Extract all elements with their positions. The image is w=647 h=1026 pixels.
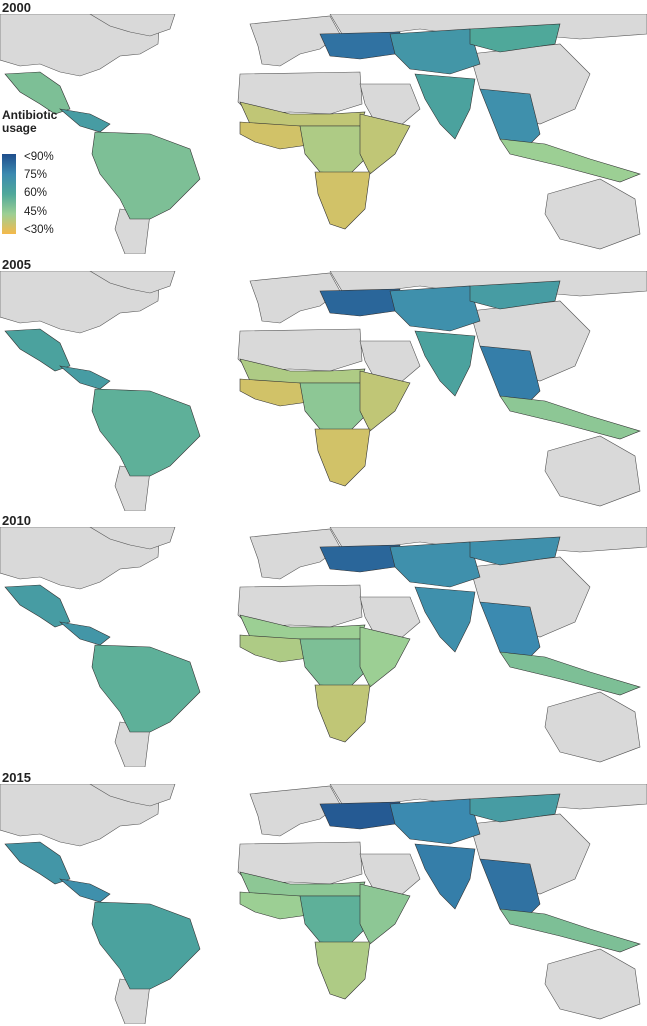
no-data-region-saharaN: [237, 841, 363, 885]
region-indonesia: [499, 908, 641, 953]
region-europe-east: [319, 31, 401, 60]
region-south-asia: [414, 73, 476, 140]
region-south-america: [91, 901, 201, 990]
region-southern-africa: [314, 171, 371, 230]
no-data-region-australia: [544, 435, 641, 507]
region-mexico: [4, 328, 71, 372]
legend-color-bar: [2, 154, 16, 234]
world-map: [0, 784, 647, 1024]
region-mongolia: [469, 280, 561, 310]
region-mexico: [4, 841, 71, 885]
region-east-africa: [359, 113, 411, 175]
region-east-africa: [359, 626, 411, 688]
region-east-africa: [359, 370, 411, 432]
legend-label-90: <90%: [24, 151, 54, 163]
region-southern-africa: [314, 684, 371, 743]
legend: Antibiotic usage <90% 75% 60% 45% <30%: [0, 109, 90, 244]
no-data-region-europe: [249, 15, 341, 67]
region-central-africa: [299, 895, 371, 945]
map-panel-2010: 2010: [0, 513, 647, 769]
no-data-region-northAmerica: [0, 527, 161, 590]
legend-title: Antibiotic usage: [2, 109, 57, 135]
region-indonesia: [499, 651, 641, 696]
no-data-region-saharaN: [237, 328, 363, 372]
region-central-asia: [389, 541, 481, 588]
panel-year-label: 2015: [2, 770, 31, 785]
map-panel-2015: 2015: [0, 770, 647, 1026]
legend-title-line2: usage: [2, 121, 37, 135]
region-central-asia: [389, 28, 481, 75]
no-data-region-northAmerica: [0, 784, 161, 847]
region-south-america: [91, 388, 201, 477]
region-south-asia: [414, 843, 476, 910]
region-indonesia: [499, 395, 641, 440]
region-south-america: [91, 131, 201, 220]
region-mongolia: [469, 793, 561, 823]
region-central-america: [58, 365, 111, 390]
no-data-region-australia: [544, 178, 641, 250]
region-europe-east: [319, 801, 401, 830]
region-east-africa: [359, 883, 411, 945]
region-central-america: [58, 108, 111, 133]
panel-year-label: 2010: [2, 513, 31, 528]
region-south-asia: [414, 330, 476, 397]
no-data-region-greenland: [89, 271, 176, 294]
panel-year-label: 2005: [2, 257, 31, 272]
no-data-region-saharaN: [237, 584, 363, 628]
region-central-africa: [299, 638, 371, 688]
legend-label-45: 45%: [24, 206, 48, 218]
world-map: [0, 271, 647, 511]
region-central-asia: [389, 285, 481, 332]
no-data-region-europe: [249, 785, 341, 837]
region-mexico: [4, 584, 71, 628]
region-central-america: [58, 621, 111, 646]
map-panel-2000: 2000: [0, 0, 647, 256]
no-data-region-australia: [544, 948, 641, 1020]
region-indonesia: [499, 138, 641, 183]
region-central-africa: [299, 382, 371, 432]
no-data-region-northAmerica: [0, 14, 161, 77]
no-data-region-saharaN: [237, 71, 363, 115]
no-data-region-australia: [544, 691, 641, 763]
region-central-asia: [389, 798, 481, 845]
region-mongolia: [469, 536, 561, 566]
region-southern-africa: [314, 428, 371, 487]
legend-label-60: 60%: [24, 187, 48, 199]
panel-year-label: 2000: [2, 0, 31, 15]
region-mongolia: [469, 23, 561, 53]
legend-title-line1: Antibiotic: [2, 108, 58, 122]
region-europe-east: [319, 288, 401, 317]
region-south-america: [91, 644, 201, 733]
no-data-region-greenland: [89, 784, 176, 807]
region-south-asia: [414, 586, 476, 653]
no-data-region-northAmerica: [0, 271, 161, 334]
legend-label-30: <30%: [24, 224, 54, 236]
world-map: [0, 527, 647, 767]
no-data-region-europe: [249, 272, 341, 324]
map-panel-2005: 2005: [0, 257, 647, 513]
no-data-region-greenland: [89, 14, 176, 37]
region-europe-east: [319, 544, 401, 573]
no-data-region-greenland: [89, 527, 176, 550]
region-southern-africa: [314, 941, 371, 1000]
region-central-america: [58, 878, 111, 903]
world-map: [0, 14, 647, 254]
region-central-africa: [299, 125, 371, 175]
no-data-region-europe: [249, 528, 341, 580]
legend-label-75: 75%: [24, 169, 48, 181]
